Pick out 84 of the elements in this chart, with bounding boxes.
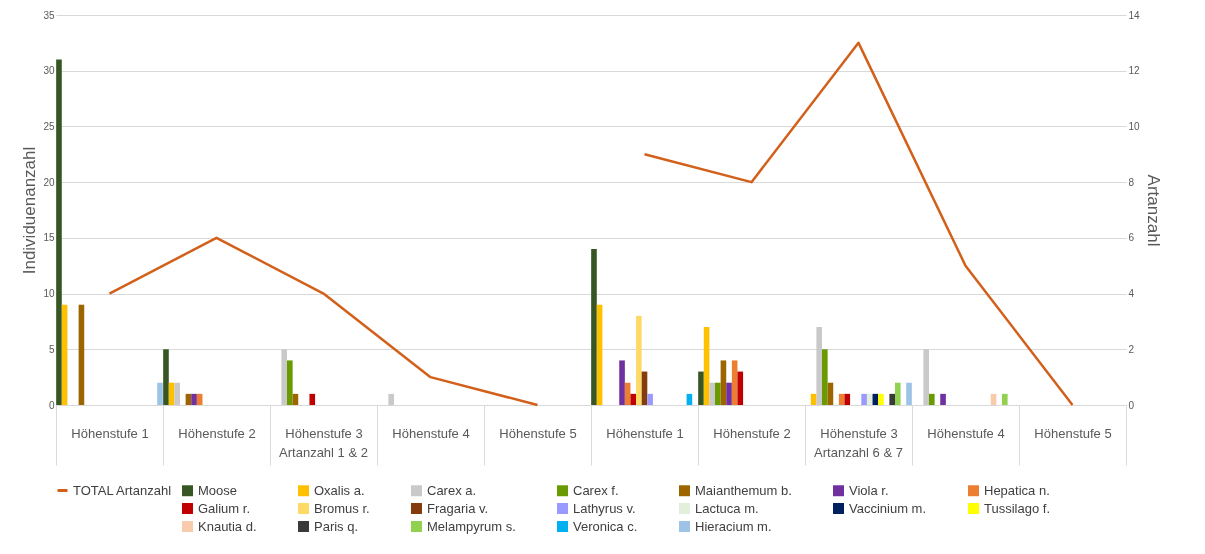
bar — [163, 349, 169, 405]
legend-label: Maianthemum b. — [695, 482, 792, 498]
x-tick-label: Höhenstufe 3 — [820, 425, 898, 441]
legend-label: Moose — [198, 482, 238, 498]
legend-label: Lactuca m. — [695, 500, 759, 516]
legend-label: Tussilago f. — [984, 500, 1050, 516]
bar — [822, 349, 828, 405]
bar — [636, 315, 642, 405]
x-tick-label: Höhenstufe 1 — [71, 425, 149, 441]
bar — [866, 393, 873, 405]
bar — [906, 382, 912, 405]
legend-label: Bromus r. — [314, 500, 370, 516]
bar — [287, 360, 293, 405]
legend-label: Knautia d. — [198, 518, 257, 534]
bar — [709, 382, 716, 405]
y-tick-label: 0 — [48, 399, 55, 411]
x-tick-label: Höhenstufe 5 — [499, 425, 577, 441]
bar — [861, 393, 867, 405]
y2-tick-label: 6 — [1128, 232, 1135, 244]
y-tick-label: 25 — [43, 120, 55, 132]
bar — [894, 382, 901, 405]
bar — [737, 371, 744, 405]
y-tick-label: 35 — [43, 9, 55, 21]
legend-label: Carex a. — [427, 482, 477, 498]
bar — [731, 360, 738, 405]
bar — [878, 393, 884, 405]
bar — [630, 393, 637, 405]
x-tick-label: Höhenstufe 4 — [927, 425, 1005, 441]
legend-label: Veronica c. — [573, 518, 638, 534]
y2-axis-title: Artanzahl — [1143, 174, 1163, 247]
y2-tick-label: 0 — [1128, 399, 1135, 411]
y2-tick-label: 12 — [1128, 65, 1141, 77]
bar — [309, 393, 316, 405]
y-tick-label: 15 — [43, 232, 55, 244]
legend-label: TOTAL Artanzahl — [73, 482, 172, 498]
y2-tick-label: 2 — [1128, 343, 1135, 355]
bar — [726, 382, 732, 405]
x-tick-label: Höhenstufe 1 — [606, 425, 684, 441]
bar — [929, 393, 935, 405]
legend-label: Oxalis a. — [314, 482, 365, 498]
x-tick-label: Höhenstufe 4 — [392, 425, 470, 441]
bar — [844, 393, 851, 405]
legend-label: Hepatica n. — [984, 482, 1050, 498]
legend-label: Vaccinium m. — [849, 500, 927, 516]
bar — [591, 249, 597, 405]
y2-tick-label: 4 — [1128, 288, 1135, 300]
legend-label: Galium r. — [198, 500, 251, 516]
y-tick-label: 20 — [43, 176, 55, 188]
bar — [816, 327, 823, 405]
y-axis-title: Individuenanzahl — [20, 146, 40, 275]
bar — [56, 59, 62, 405]
bar — [619, 360, 625, 405]
y2-tick-label: 10 — [1128, 120, 1141, 132]
bar — [940, 393, 946, 405]
x-tick-label: Höhenstufe 2 — [713, 425, 791, 441]
legend-label: Carex f. — [573, 482, 619, 498]
y2-tick-label: 14 — [1128, 9, 1141, 21]
bar — [157, 382, 163, 405]
text: Artanzahl 1 & 2 — [279, 445, 368, 460]
text: Artanzahl 6 & 7 — [814, 445, 903, 460]
bar — [388, 393, 395, 405]
legend-label: Viola r. — [849, 482, 889, 498]
legend-label: Lathyrus v. — [573, 500, 636, 516]
legend-label: Fragaria v. — [427, 500, 489, 516]
bar — [1001, 393, 1008, 405]
bar — [698, 371, 704, 405]
y2-tick-label: 8 — [1128, 176, 1135, 188]
legend-label: Hieracium m. — [695, 518, 772, 534]
legend-label: Paris q. — [314, 518, 359, 534]
bar — [647, 393, 653, 405]
y-tick-label: 10 — [43, 288, 55, 300]
y-tick-label: 30 — [43, 65, 55, 77]
y-tick-label: 5 — [48, 343, 55, 355]
x-tick-label: Höhenstufe 5 — [1034, 425, 1112, 441]
bar — [923, 349, 930, 405]
bar — [174, 382, 181, 405]
x-tick-label: Höhenstufe 2 — [178, 425, 256, 441]
x-tick-label: Höhenstufe 3 — [285, 425, 363, 441]
bar — [281, 349, 288, 405]
bar — [715, 382, 721, 405]
legend-label: Melampyrum s. — [427, 518, 516, 534]
bar — [889, 393, 895, 405]
bar — [720, 360, 727, 405]
bar — [191, 393, 197, 405]
